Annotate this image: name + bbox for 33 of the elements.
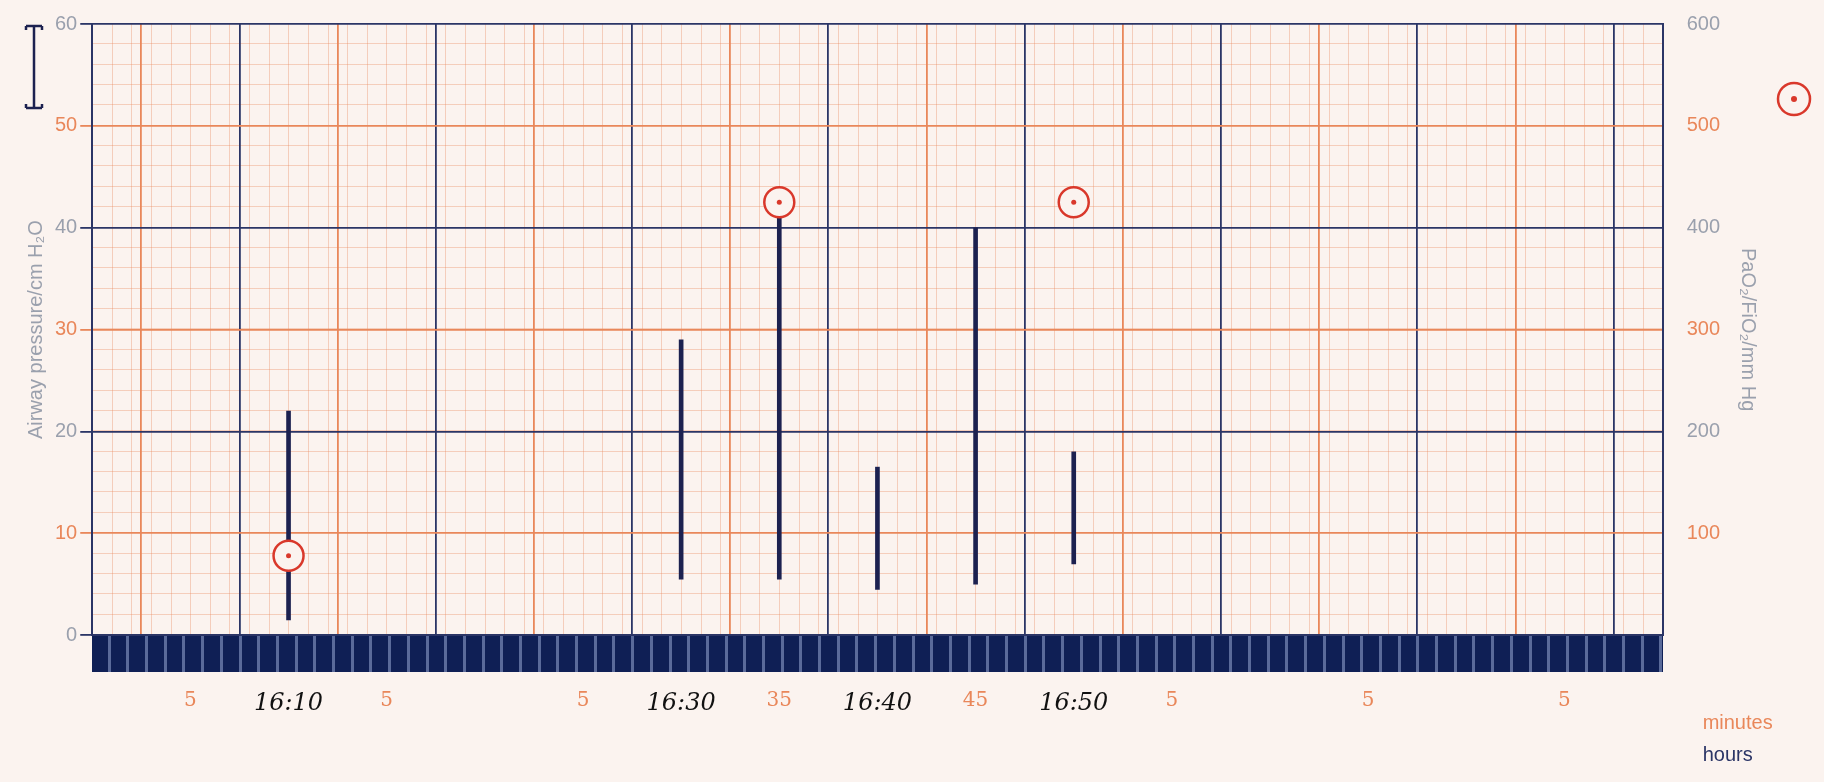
x-tick-label: 35 xyxy=(766,687,793,712)
y2-tick-label: 100 xyxy=(1686,520,1721,543)
y2-tick-label: 600 xyxy=(1686,11,1721,34)
y-tick-label: 50 xyxy=(55,113,78,136)
x-tick-label: 5 xyxy=(1558,687,1571,712)
y-tick-label: 30 xyxy=(55,317,78,340)
x-tick-label: 16:50 xyxy=(1039,687,1109,716)
y2-tick-label: 500 xyxy=(1686,113,1721,136)
text: hours xyxy=(1702,742,1753,765)
y-axis-title: Airway pressure/cm H₂O xyxy=(23,220,46,440)
x-tick-label: 5 xyxy=(1361,687,1375,712)
x-tick-label: 16:30 xyxy=(646,687,716,716)
y-tick-label: 40 xyxy=(55,215,78,238)
y-tick-label: 10 xyxy=(55,520,78,543)
bar xyxy=(1071,451,1077,565)
x-tick-label: 16:10 xyxy=(253,687,324,716)
bar xyxy=(776,217,782,580)
y2-axis-title: PaO₂/FiO₂/mm Hg xyxy=(1738,247,1761,412)
y-tick-label: 20 xyxy=(55,418,78,441)
x-tick-label: 16:40 xyxy=(842,687,913,716)
y-tick-label: 0 xyxy=(66,622,78,645)
y2-tick-label: 400 xyxy=(1686,215,1721,238)
x-tick-label: 5 xyxy=(184,687,197,712)
bar xyxy=(875,466,880,590)
y-tick-label: 60 xyxy=(55,11,78,34)
x-tick-label: 5 xyxy=(576,687,590,712)
bar xyxy=(973,227,978,585)
x-tick-label: 5 xyxy=(380,687,394,712)
y2-tick-label: 300 xyxy=(1686,317,1721,340)
x-tick-label: 45 xyxy=(962,687,989,712)
y2-tick-label: 200 xyxy=(1686,418,1721,441)
x-tick-label: 5 xyxy=(1165,687,1179,712)
text: minutes xyxy=(1702,710,1773,733)
